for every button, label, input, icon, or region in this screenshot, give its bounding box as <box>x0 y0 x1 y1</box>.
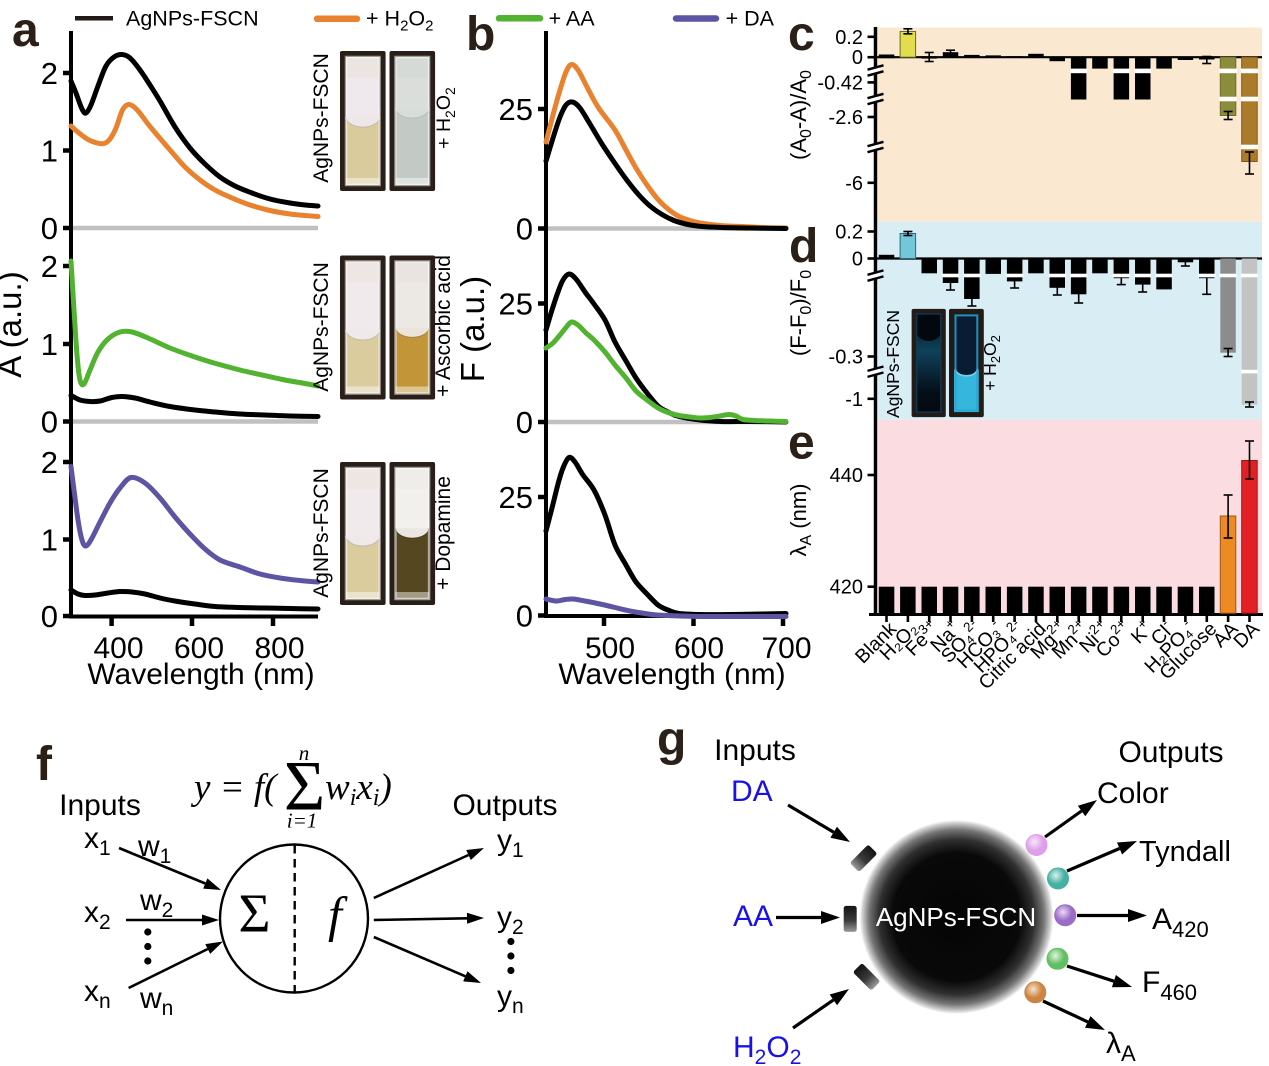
svg-text:+ DA: + DA <box>726 7 775 31</box>
svg-text:0: 0 <box>516 405 533 440</box>
svg-text:(A0-A)/A0: (A0-A)/A0 <box>786 70 815 160</box>
svg-text:AgNPs-FSCN: AgNPs-FSCN <box>310 262 333 392</box>
svg-text:xn: xn <box>84 975 111 1013</box>
svg-text:1: 1 <box>41 523 58 558</box>
svg-text:x2: x2 <box>84 896 111 934</box>
svg-text:-1: -1 <box>845 389 863 411</box>
svg-text:0: 0 <box>516 599 533 634</box>
svg-text:2: 2 <box>41 56 58 91</box>
svg-text:600: 600 <box>174 632 224 665</box>
svg-text:1: 1 <box>41 327 58 362</box>
svg-text:H2O2: H2O2 <box>733 1031 801 1066</box>
svg-text:Σ: Σ <box>238 883 270 944</box>
svg-text:Outputs: Outputs <box>452 789 557 822</box>
svg-text:y1: y1 <box>497 824 524 862</box>
svg-text:Color: Color <box>1097 777 1169 810</box>
svg-text:n: n <box>299 741 310 765</box>
svg-text:A420: A420 <box>1152 903 1209 942</box>
svg-text:0: 0 <box>41 599 58 634</box>
svg-text:yn: yn <box>497 980 524 1018</box>
svg-text:-6: -6 <box>845 173 863 195</box>
svg-text:500: 500 <box>585 632 635 665</box>
svg-text:+ Dopamine: + Dopamine <box>432 476 455 590</box>
svg-text:DA: DA <box>1229 618 1264 653</box>
svg-text:25: 25 <box>499 480 533 515</box>
svg-text:AgNPs-FSCN: AgNPs-FSCN <box>126 7 259 31</box>
svg-text:a: a <box>12 4 39 57</box>
svg-text:800: 800 <box>254 632 304 665</box>
svg-text:0.2: 0.2 <box>835 222 863 244</box>
svg-text:d: d <box>789 220 818 273</box>
svg-text:wn: wn <box>139 982 173 1020</box>
svg-text:Σ: Σ <box>284 748 325 826</box>
svg-text:420: 420 <box>830 577 863 599</box>
svg-text:λA: λA <box>1106 1027 1136 1066</box>
svg-text:2: 2 <box>41 249 58 284</box>
svg-text:c: c <box>788 8 815 61</box>
svg-text:0.2: 0.2 <box>835 27 863 49</box>
svg-text:f: f <box>328 887 348 943</box>
svg-text:Inputs: Inputs <box>59 789 141 822</box>
svg-text:x1: x1 <box>84 822 111 860</box>
svg-text:e: e <box>788 417 815 470</box>
svg-text:0: 0 <box>41 405 58 440</box>
svg-text:y2: y2 <box>497 901 524 939</box>
svg-text:440: 440 <box>830 465 863 487</box>
svg-text:0: 0 <box>516 212 533 247</box>
svg-text:400: 400 <box>93 632 143 665</box>
svg-text:Inputs: Inputs <box>714 734 796 767</box>
svg-text:A (a.u.): A (a.u.) <box>0 271 28 377</box>
svg-text:Outputs: Outputs <box>1118 736 1223 769</box>
svg-text:0: 0 <box>852 249 863 271</box>
svg-text:600: 600 <box>674 632 724 665</box>
svg-text:-0.42: -0.42 <box>817 72 863 94</box>
svg-text:AgNPs-FSCN: AgNPs-FSCN <box>310 468 333 598</box>
svg-text:+ AA: + AA <box>549 7 596 31</box>
svg-text:AgNPs-FSCN: AgNPs-FSCN <box>883 310 903 418</box>
svg-text:λA (nm): λA (nm) <box>786 484 815 557</box>
svg-text:i=1: i=1 <box>287 809 318 833</box>
svg-text:25: 25 <box>499 92 533 127</box>
svg-text:2: 2 <box>41 445 58 480</box>
svg-text:+ Ascorbic acid: + Ascorbic acid <box>432 255 455 397</box>
svg-text:AgNPs-FSCN: AgNPs-FSCN <box>310 53 333 183</box>
svg-text:+ H2O2: + H2O2 <box>980 335 1003 391</box>
svg-text:Tyndall: Tyndall <box>1139 836 1231 868</box>
svg-text:F (a.u.): F (a.u.) <box>454 276 491 382</box>
svg-text:700: 700 <box>761 632 811 665</box>
svg-text:0: 0 <box>41 211 58 246</box>
svg-text:AA: AA <box>733 900 773 933</box>
svg-text:wixi): wixi) <box>325 767 392 811</box>
svg-text:1: 1 <box>41 134 58 169</box>
svg-text:-2.6: -2.6 <box>829 107 863 129</box>
svg-text:y = f(: y = f( <box>190 767 279 808</box>
svg-text:b: b <box>466 8 495 61</box>
svg-text:25: 25 <box>499 287 533 322</box>
svg-text:f: f <box>36 738 53 791</box>
svg-text:Wavelength (nm): Wavelength (nm) <box>87 658 314 691</box>
svg-text:w2: w2 <box>139 884 173 922</box>
svg-text:Wavelength (nm): Wavelength (nm) <box>558 658 785 691</box>
svg-text:g: g <box>657 713 686 766</box>
svg-text:0: 0 <box>852 47 863 69</box>
svg-text:+ H2O2: + H2O2 <box>366 7 433 35</box>
svg-text:F460: F460 <box>1142 966 1197 1005</box>
svg-text:DA: DA <box>731 775 773 808</box>
svg-text:(F-F0)/F0: (F-F0)/F0 <box>786 270 815 356</box>
svg-text:+ H2O2: + H2O2 <box>433 87 458 149</box>
svg-text:AgNPs-FSCN: AgNPs-FSCN <box>876 902 1036 932</box>
svg-text:-0.3: -0.3 <box>829 347 863 369</box>
